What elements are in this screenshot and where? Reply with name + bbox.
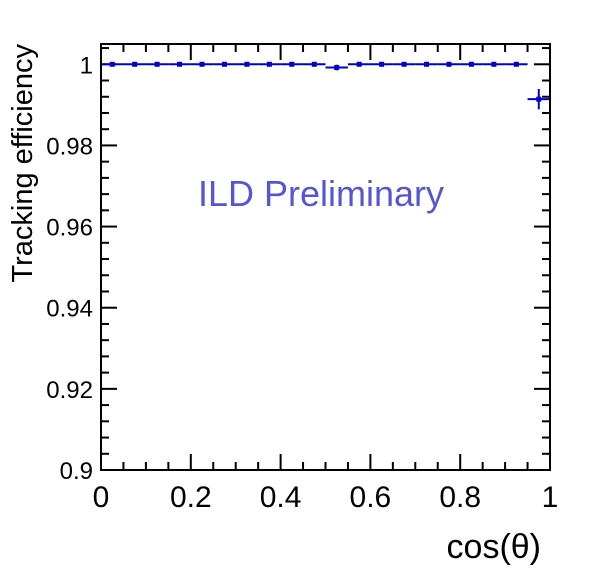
point-marker [199,61,205,67]
point-marker [177,61,183,67]
x-tick-label: 0.2 [170,481,212,514]
ild-preliminary-annotation: ILD Preliminary [198,173,444,214]
point-marker [491,61,497,67]
point-marker [221,61,227,67]
y-tick-label: 0.94 [46,296,93,323]
point-marker [536,96,542,102]
point-marker [424,61,430,67]
x-tick-label: 0.8 [439,481,481,514]
data-point [123,61,146,67]
data-point [213,61,236,67]
data-point [303,61,326,67]
point-marker [401,61,407,67]
point-marker [468,61,474,67]
data-point [145,61,169,67]
data-point [280,61,304,67]
point-marker [379,61,385,67]
x-tick-label: 0.6 [350,481,392,514]
data-point [527,89,550,110]
data-point [392,61,416,67]
plot-frame [100,43,551,471]
data-point [460,61,483,67]
data-points [101,61,550,110]
point-marker [244,61,250,67]
data-point [437,61,461,67]
x-tick-label: 0.4 [260,481,302,514]
y-tick-label: 0.92 [46,377,93,404]
data-point [482,61,506,67]
point-marker [513,61,519,67]
axis-tick-labels: 0 0.2 0.4 0.6 0.8 1 0.9 0.92 0.94 0.96 0.98 1 [46,52,558,514]
data-point [415,61,438,67]
point-marker [266,61,272,67]
data-point [258,61,281,67]
data-point [370,61,393,67]
point-marker [154,61,160,67]
data-point [347,61,371,67]
data-point [190,61,214,67]
point-marker [109,61,115,67]
y-tick-label: 0.96 [46,215,93,242]
point-marker [334,65,340,71]
x-tick-label: 0 [93,481,110,514]
data-point [505,61,528,67]
point-marker [356,61,362,67]
data-point [325,64,348,71]
x-tick-label: 1 [542,481,559,514]
x-axis-label: cos(θ) [447,528,541,566]
y-tick-label: 1 [80,52,93,79]
y-tick-label: 0.98 [46,133,93,160]
point-marker [132,61,138,67]
data-point [235,61,259,67]
y-tick-label: 0.9 [60,458,93,485]
data-point [101,61,124,67]
point-marker [311,61,317,67]
point-marker [289,61,295,67]
data-point [168,61,191,67]
point-marker [446,61,452,67]
y-axis-label: Tracking efficiency [7,44,39,283]
